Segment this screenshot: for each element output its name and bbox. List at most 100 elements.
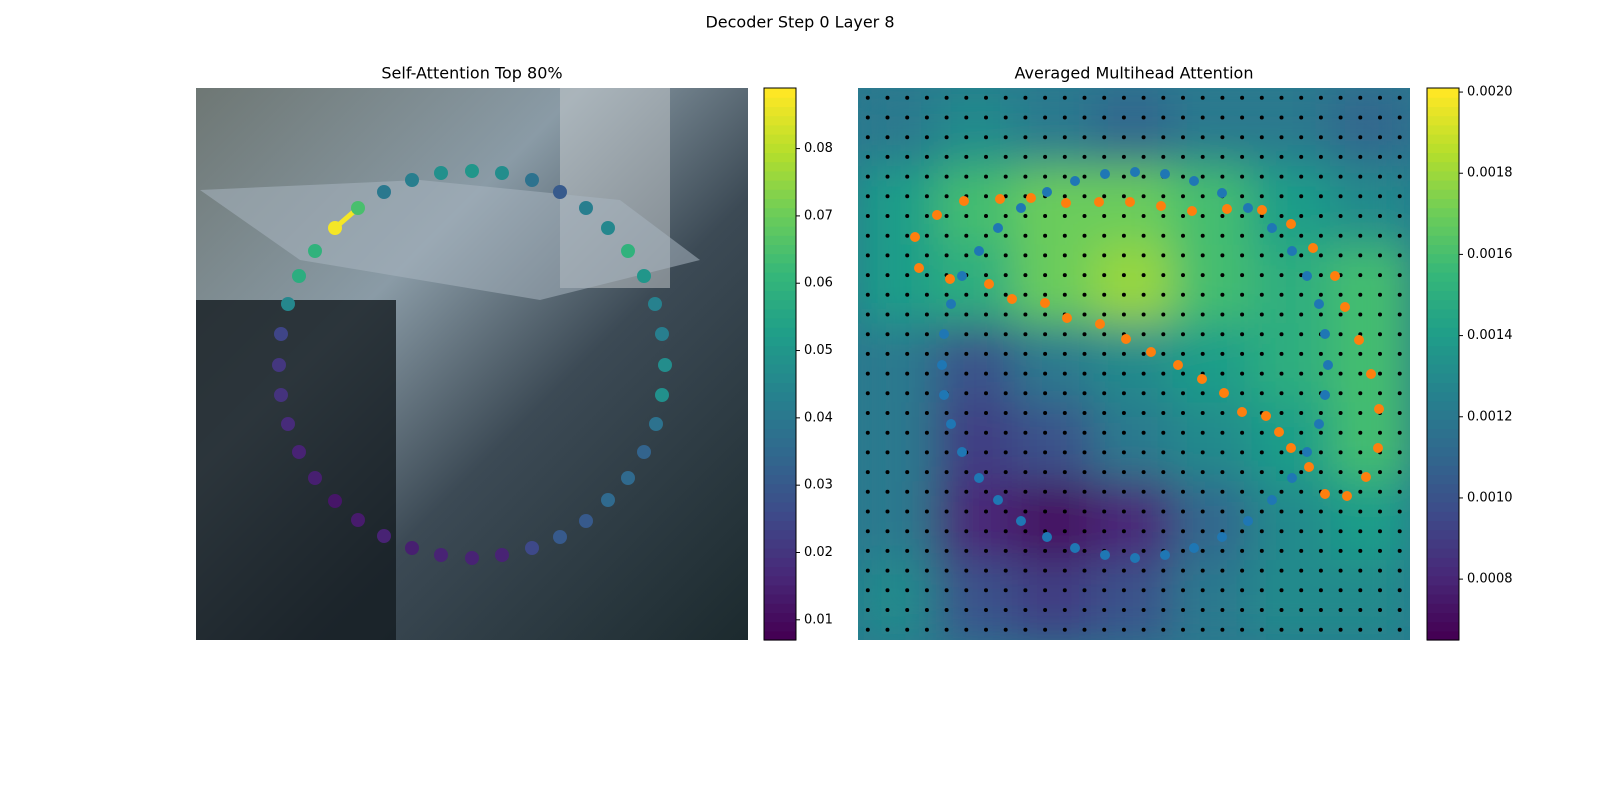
grid-dot [865, 548, 870, 553]
grid-dot [1121, 450, 1126, 455]
point [1042, 532, 1052, 542]
grid-dot [944, 312, 949, 317]
grid-dot [1023, 450, 1028, 455]
grid-dot [944, 588, 949, 593]
grid-dot [1062, 608, 1067, 612]
grid-dot [1338, 292, 1343, 297]
grid-dot [1358, 115, 1363, 120]
colorbar-segment [764, 345, 796, 356]
grid-dot [1003, 115, 1008, 120]
grid-dot [1141, 273, 1146, 278]
colorbar-tick-label: 0.0014 [1467, 328, 1513, 343]
heatmap-cells [858, 88, 1410, 640]
grid-dot [885, 135, 890, 140]
grid-dot [1279, 450, 1284, 455]
point [1222, 204, 1232, 214]
grid-dot [1318, 588, 1323, 593]
colorbar-frame [1426, 87, 1460, 641]
grid-dot [1062, 470, 1067, 475]
grid-dot [1003, 509, 1008, 514]
grid-dot [1161, 292, 1166, 297]
grid-dot [1220, 450, 1225, 455]
grid-dot [1338, 509, 1343, 514]
grid-dot [1259, 509, 1264, 514]
point [1125, 197, 1135, 207]
colorbar-segment [764, 281, 796, 291]
grid-dot [924, 529, 929, 534]
colorbar-segment [1427, 437, 1459, 448]
grid-dot [885, 233, 890, 238]
grid-dot [1220, 292, 1225, 297]
grid-dot [1378, 154, 1382, 159]
grid-dot [1141, 194, 1146, 199]
grid-dot [865, 450, 870, 455]
grid-dot [1200, 470, 1205, 475]
grid-dot [1003, 312, 1008, 317]
point [328, 494, 342, 508]
grid-dot [964, 411, 969, 415]
heatmap-cell [1251, 323, 1333, 405]
grid-dot [885, 332, 890, 337]
point [1257, 205, 1267, 215]
grid-dot [984, 332, 988, 337]
grid-dot [1299, 411, 1304, 415]
colorbar-segment [764, 446, 796, 457]
point [328, 221, 342, 235]
grid-dot [1141, 509, 1146, 514]
grid-dot [1043, 253, 1048, 258]
grid-dot [1378, 627, 1382, 632]
grid-dot [984, 529, 988, 534]
grid-dot [1141, 627, 1146, 632]
grid-dot [1240, 253, 1245, 258]
grid-dot [1279, 548, 1284, 553]
colorbar-segment [764, 318, 796, 328]
grid-dot [1299, 371, 1304, 376]
grid-dot [1043, 115, 1048, 120]
grid-dot [944, 233, 949, 238]
colorbar-segment [1427, 161, 1459, 172]
grid-dot [1121, 194, 1126, 199]
grid-dot [1220, 273, 1225, 278]
grid-dot [984, 312, 988, 317]
grid-dot [1043, 627, 1048, 632]
grid-dot [1062, 135, 1067, 140]
grid-dot [1397, 233, 1402, 238]
grid-dot [1338, 411, 1343, 415]
grid-dot [905, 292, 910, 297]
colorbar-tick-label: 0.03 [804, 478, 833, 493]
grid-dot [1141, 154, 1146, 159]
point [939, 329, 949, 339]
heatmap-cell [935, 323, 1017, 405]
grid-dot [1161, 568, 1166, 573]
grid-dot [1220, 95, 1225, 100]
grid-dot [1200, 568, 1205, 573]
grid-dot [1318, 253, 1323, 258]
grid-dot [1003, 174, 1008, 179]
grid-dot [924, 135, 929, 140]
grid-dot [1043, 391, 1048, 396]
heatmap-cell [1330, 560, 1410, 640]
colorbar-segment [764, 336, 796, 347]
grid-dot [1358, 214, 1363, 218]
point [1160, 169, 1170, 179]
grid-dot [1121, 627, 1126, 632]
colorbar-segment [1427, 520, 1459, 531]
grid-dot [885, 430, 890, 435]
grid-dot [885, 154, 890, 159]
grid-dot [1259, 548, 1264, 553]
point [1016, 203, 1026, 213]
grid-dot [1141, 568, 1146, 573]
colorbar-segment [764, 419, 796, 429]
grid-dot [984, 135, 988, 140]
colorbar-tick-label: 0.0012 [1467, 409, 1513, 424]
colorbar-segment [1427, 290, 1459, 301]
grid-dot [865, 214, 870, 218]
colorbar-segment [764, 465, 796, 475]
grid-dot [1397, 489, 1402, 494]
point [946, 419, 956, 429]
colorbar-segment [1427, 529, 1459, 540]
point [1026, 193, 1036, 203]
colorbar-segment [1427, 465, 1459, 475]
grid-dot [1259, 588, 1264, 593]
point [1042, 187, 1052, 197]
